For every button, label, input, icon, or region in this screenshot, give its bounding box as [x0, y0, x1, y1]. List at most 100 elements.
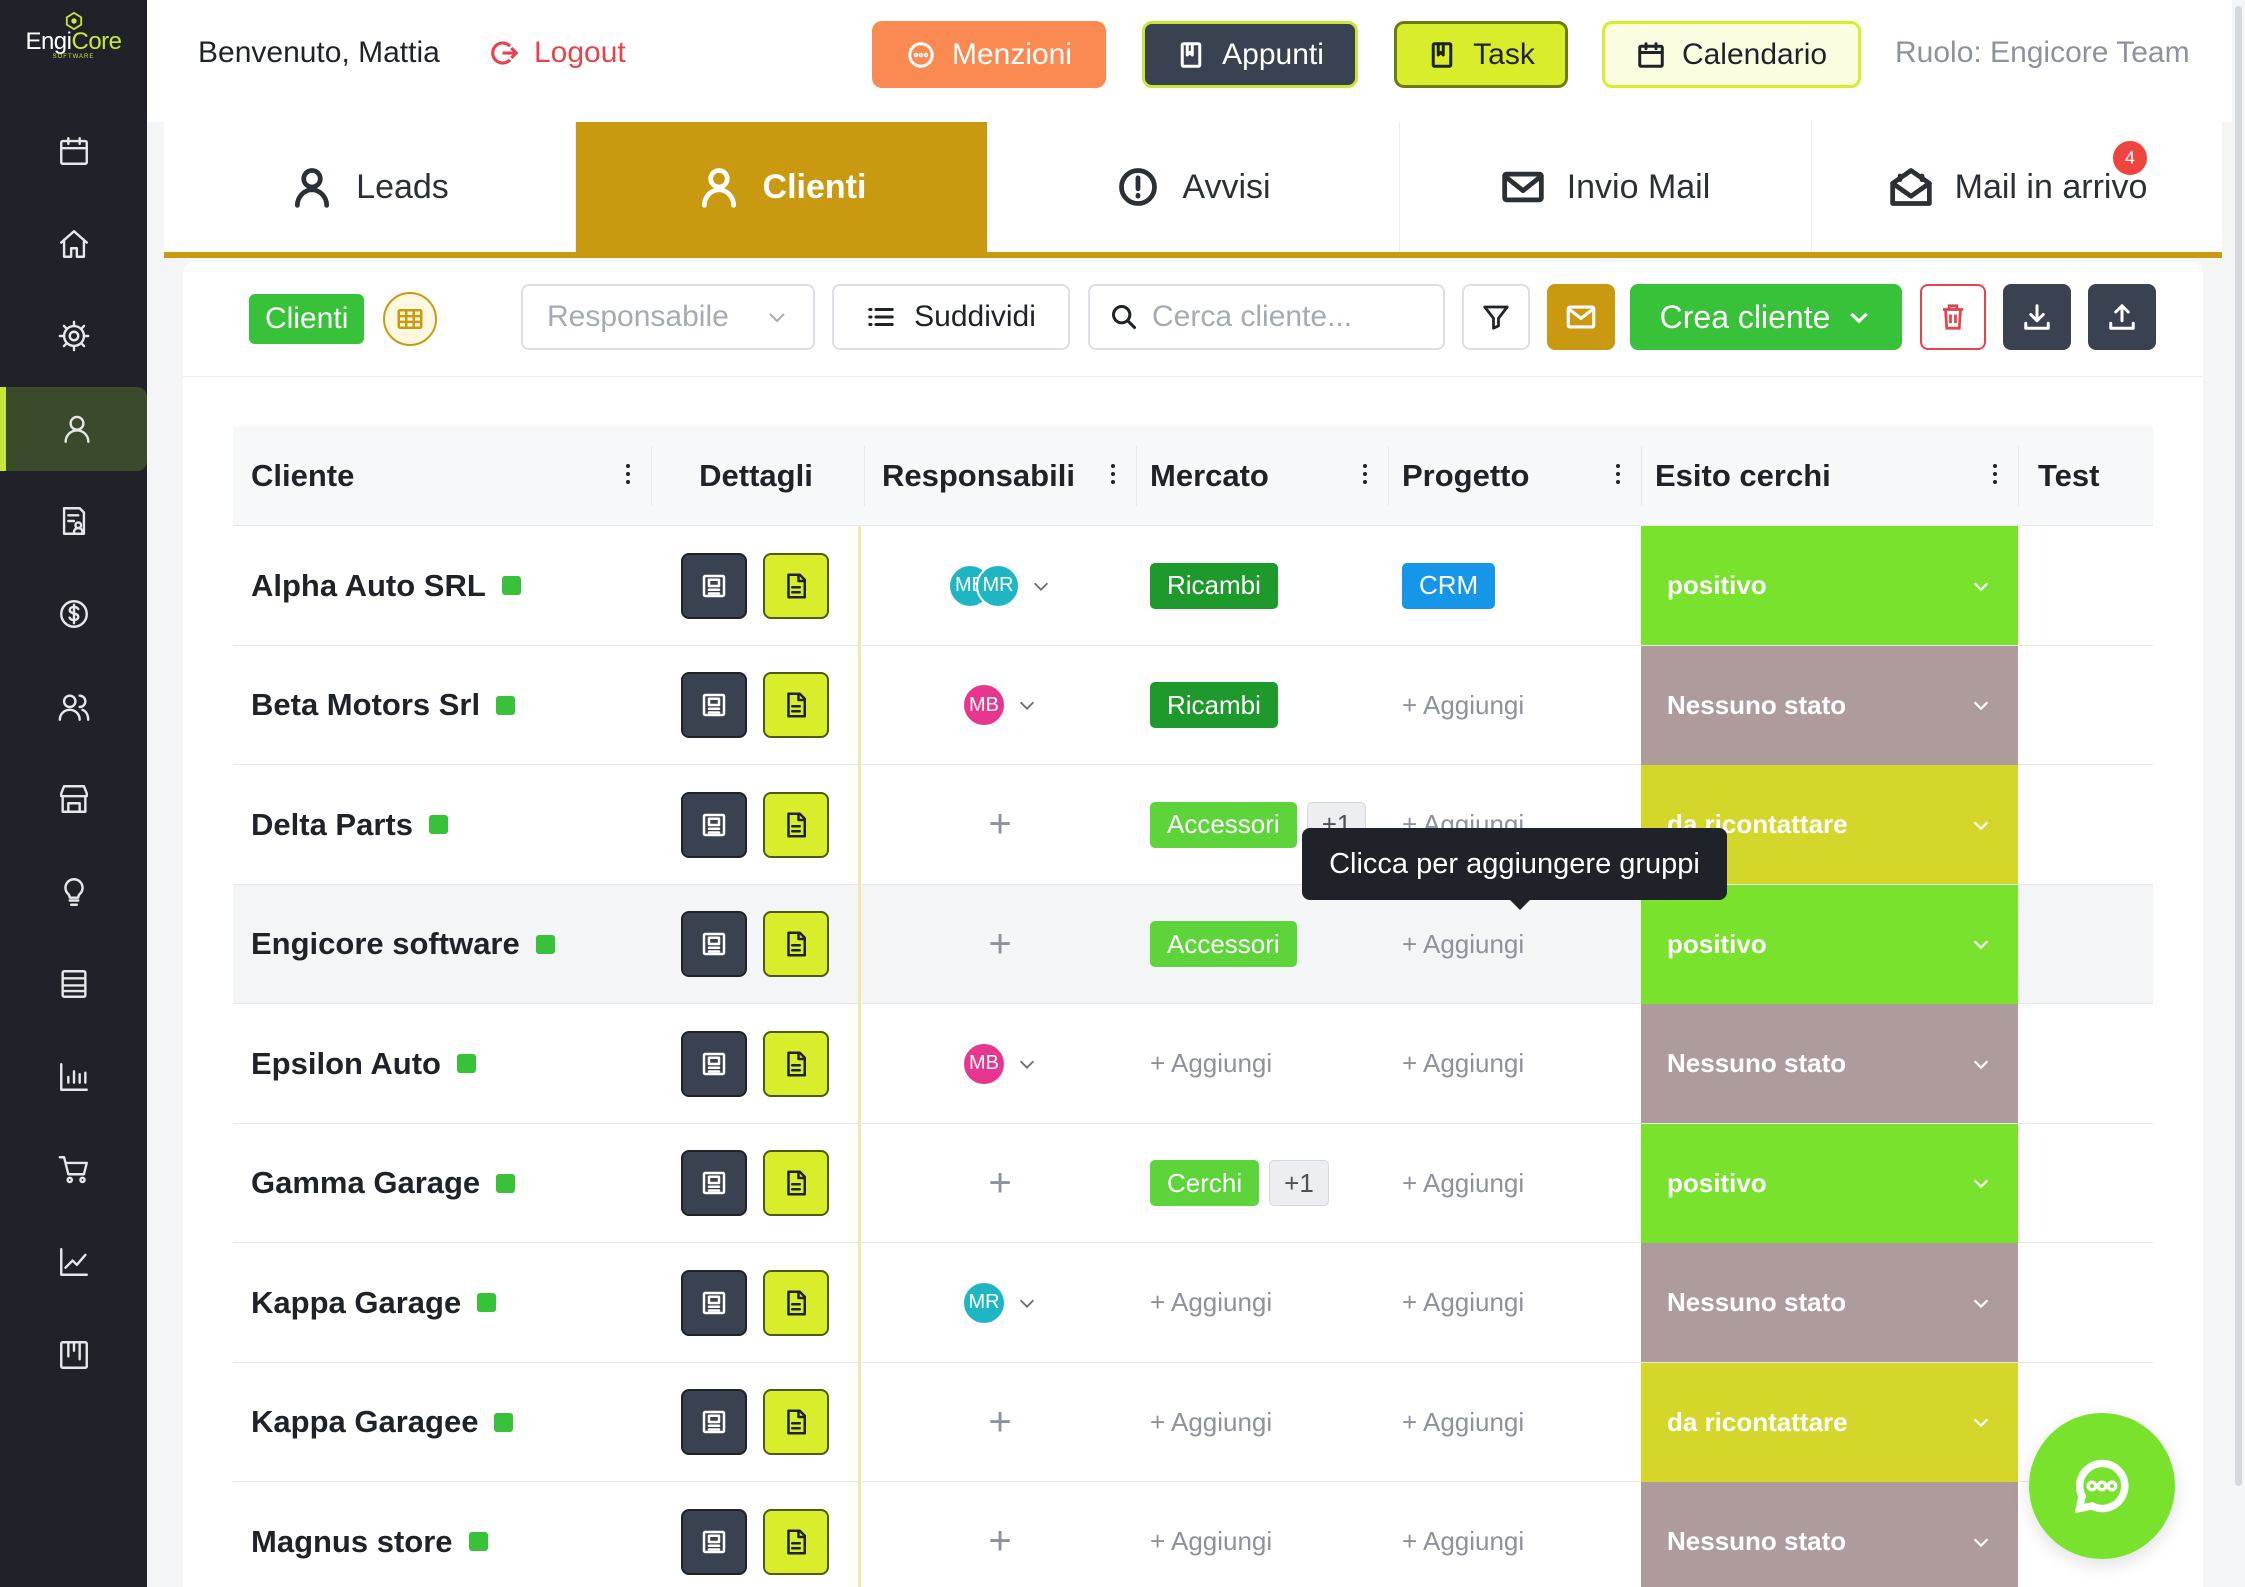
progetto-tag[interactable]: CRM	[1402, 562, 1496, 609]
responsabili-avatars[interactable]: MB	[962, 683, 1038, 727]
sidebar-item-kanban[interactable]	[0, 1313, 147, 1397]
document-button[interactable]	[762, 1389, 829, 1455]
task-button[interactable]: Task	[1394, 21, 1568, 88]
add-mercato-button[interactable]: + Aggiungi	[1150, 1406, 1273, 1437]
sidebar-item-users[interactable]	[0, 665, 147, 749]
table-row[interactable]: Alpha Auto SRL ME MR Ricambi CRM positivo	[233, 526, 2153, 646]
grid-view-button[interactable]	[383, 292, 437, 346]
tab-leads[interactable]: Leads	[164, 122, 576, 252]
search-input[interactable]	[1152, 300, 1412, 334]
add-mercato-button[interactable]: + Aggiungi	[1150, 1048, 1273, 1078]
table-row[interactable]: Kappa Garagee + + Aggiungi + Aggiungi da ric…	[233, 1362, 2153, 1482]
add-responsabile-button[interactable]: +	[988, 1519, 1012, 1563]
add-mercato-button[interactable]: + Aggiungi	[1150, 1287, 1273, 1317]
esito-select[interactable]: Nessuno stato	[1641, 1004, 2018, 1123]
sidebar-item-lightbulb[interactable]	[0, 850, 147, 934]
table-row[interactable]: Epsilon Auto MB + Aggiungi + Aggiungi Nessun…	[233, 1004, 2153, 1124]
more-tags-badge[interactable]: +1	[1269, 1160, 1329, 1206]
add-progetto-button[interactable]: + Aggiungi	[1402, 928, 1525, 959]
column-menu-icon[interactable]	[1615, 460, 1621, 490]
add-progetto-button[interactable]: + Aggiungi	[1402, 689, 1525, 720]
delete-button[interactable]	[1920, 284, 1986, 350]
sidebar-item-calendar[interactable]	[0, 109, 147, 193]
sidebar-item-line-chart[interactable]	[0, 1220, 147, 1304]
calendario-button[interactable]: Calendario	[1602, 21, 1861, 88]
mail-button[interactable]	[1547, 284, 1615, 350]
esito-select[interactable]: Nessuno stato	[1641, 1482, 2018, 1587]
table-row[interactable]: Delta Parts + Accessori +1 + Aggiungi da rico…	[233, 765, 2153, 885]
cliente-cell[interactable]: Beta Motors Srl	[233, 646, 651, 765]
document-button[interactable]	[762, 1269, 829, 1336]
view-details-button[interactable]	[680, 1508, 747, 1575]
tab-clienti[interactable]: Clienti	[576, 122, 988, 252]
view-details-button[interactable]	[680, 1389, 747, 1455]
chat-fab-button[interactable]	[2029, 1413, 2175, 1559]
add-mercato-button[interactable]: + Aggiungi	[1150, 1526, 1273, 1556]
cliente-cell[interactable]: Kappa Garage	[233, 1243, 651, 1362]
document-button[interactable]	[762, 552, 829, 619]
column-menu-icon[interactable]	[1110, 460, 1116, 490]
mercato-tag[interactable]: Accessori	[1150, 801, 1297, 848]
esito-select[interactable]: Nessuno stato	[1641, 645, 2018, 765]
filter-button[interactable]	[1462, 284, 1530, 350]
cliente-cell[interactable]: Alpha Auto SRL	[233, 526, 651, 645]
responsabile-select[interactable]: Responsabile	[521, 284, 815, 350]
table-row[interactable]: Engicore software + Accessori + Aggiungi pos…	[233, 884, 2153, 1004]
add-responsabile-button[interactable]: +	[988, 802, 1012, 846]
responsabili-avatars[interactable]: ME MR	[948, 563, 1052, 608]
column-header-responsabili[interactable]: Responsabili	[864, 426, 1136, 526]
sidebar-item-store[interactable]	[0, 757, 147, 841]
column-menu-icon[interactable]	[1992, 460, 1998, 490]
add-progetto-button[interactable]: + Aggiungi	[1402, 1048, 1525, 1078]
logo[interactable]: EngiCore SOFTWARE	[0, 10, 147, 70]
sidebar-item-home[interactable]	[0, 202, 147, 286]
column-header-mercato[interactable]: Mercato	[1136, 426, 1388, 526]
sidebar-item-cart[interactable]	[0, 1128, 147, 1212]
download-button[interactable]	[2003, 284, 2071, 350]
column-header-test[interactable]: Test	[2018, 426, 2153, 526]
view-details-button[interactable]	[680, 1030, 747, 1097]
column-header-cliente[interactable]: Cliente	[233, 426, 651, 526]
esito-select[interactable]: Nessuno stato	[1641, 1243, 2018, 1362]
page-scrollbar[interactable]	[2232, 0, 2245, 1587]
scrollbar-thumb[interactable]	[2235, 6, 2242, 1486]
table-row[interactable]: Magnus store + + Aggiungi + Aggiungi Nessuno…	[233, 1482, 2153, 1587]
cliente-cell[interactable]: Gamma Garage	[233, 1124, 651, 1243]
document-button[interactable]	[762, 672, 829, 738]
column-menu-icon[interactable]	[1362, 460, 1368, 490]
view-details-button[interactable]	[680, 1269, 747, 1336]
document-button[interactable]	[762, 911, 829, 977]
view-details-button[interactable]	[680, 552, 747, 619]
sidebar-item-gear[interactable]	[0, 294, 147, 378]
document-button[interactable]	[762, 1150, 829, 1216]
sidebar-item-user[interactable]	[0, 386, 147, 471]
mercato-tag[interactable]: Cerchi	[1150, 1160, 1260, 1206]
mercato-tag[interactable]: Accessori	[1150, 921, 1297, 967]
view-details-button[interactable]	[680, 1150, 747, 1216]
view-details-button[interactable]	[680, 672, 747, 738]
add-progetto-button[interactable]: + Aggiungi	[1402, 1526, 1525, 1556]
tab-mail-in-arrivo[interactable]: Mail in arrivo 4	[1812, 122, 2224, 252]
sidebar-item-list[interactable]	[0, 942, 147, 1026]
appunti-button[interactable]: Appunti	[1142, 21, 1358, 88]
add-progetto-button[interactable]: + Aggiungi	[1402, 1406, 1525, 1437]
esito-select[interactable]: positivo	[1641, 1123, 2018, 1243]
document-button[interactable]	[762, 1508, 829, 1575]
column-header-progetto[interactable]: Progetto	[1388, 426, 1641, 526]
cliente-cell[interactable]: Delta Parts	[233, 765, 651, 884]
column-menu-icon[interactable]	[625, 460, 631, 490]
sidebar-item-dollar[interactable]	[0, 572, 147, 656]
add-responsabile-button[interactable]: +	[988, 921, 1012, 966]
add-progetto-button[interactable]: + Aggiungi	[1402, 1167, 1525, 1198]
responsabili-avatars[interactable]: MB	[962, 1041, 1038, 1086]
mercato-tag[interactable]: Ricambi	[1150, 682, 1278, 728]
tab-avvisi[interactable]: Avvisi	[988, 122, 1400, 252]
column-header-dettagli[interactable]: Dettagli	[651, 426, 861, 526]
cliente-cell[interactable]: Magnus store	[233, 1482, 651, 1587]
add-responsabile-button[interactable]: +	[988, 1399, 1012, 1444]
suddividi-button[interactable]: Suddividi	[832, 284, 1070, 350]
esito-select[interactable]: positivo	[1641, 884, 2018, 1004]
table-row[interactable]: Beta Motors Srl MB Ricambi + Aggiungi Nessun…	[233, 645, 2153, 765]
document-button[interactable]	[762, 1030, 829, 1097]
mercato-tag[interactable]: Ricambi	[1150, 562, 1278, 609]
